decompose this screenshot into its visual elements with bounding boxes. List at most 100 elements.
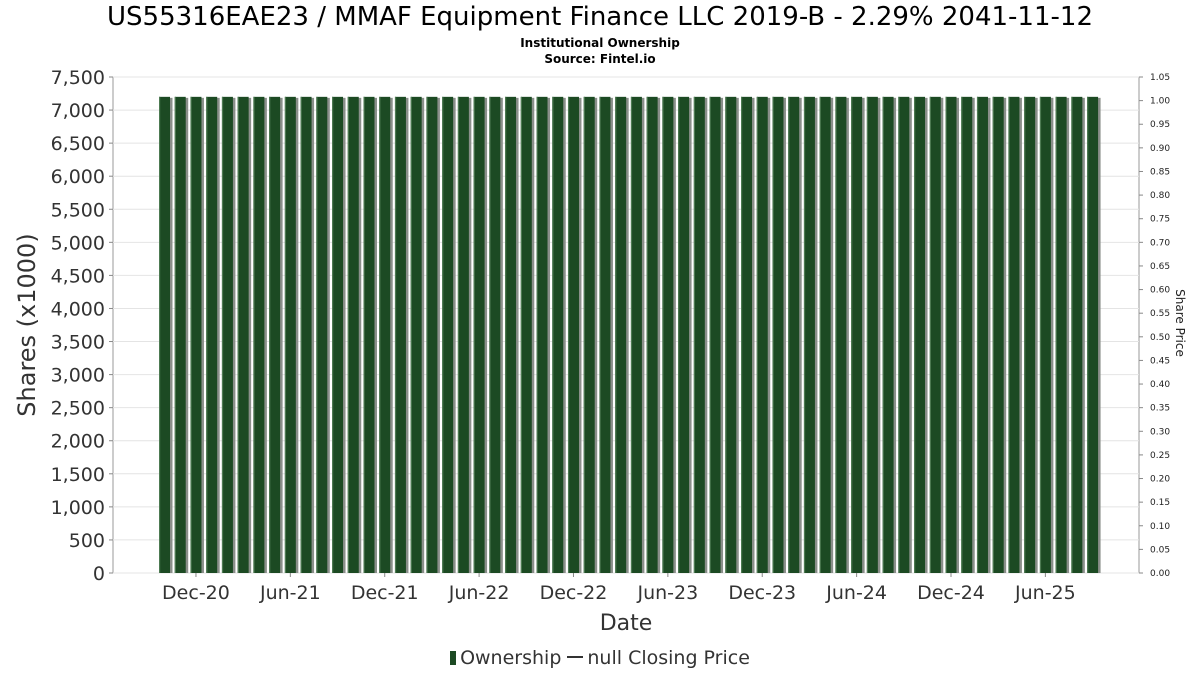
bar-highlight xyxy=(992,96,994,573)
bar xyxy=(819,96,831,573)
bar xyxy=(536,96,548,573)
bar xyxy=(630,96,642,573)
bar-highlight xyxy=(237,96,239,573)
bar xyxy=(394,96,406,573)
bar xyxy=(300,96,312,573)
y2-tick-label: 0.35 xyxy=(1150,404,1170,414)
bar-highlight xyxy=(819,96,821,573)
bar-highlight xyxy=(221,96,224,573)
y-tick-label: 4,500 xyxy=(51,265,105,287)
y-tick-label: 6,500 xyxy=(51,133,105,155)
bar xyxy=(851,96,863,573)
bar-highlight xyxy=(976,96,979,573)
bar xyxy=(457,96,469,573)
bar-highlight xyxy=(1024,96,1026,573)
bar-highlight xyxy=(174,96,176,573)
bar xyxy=(520,96,532,573)
y2-tick-label: 0.45 xyxy=(1150,356,1170,366)
bar-highlight xyxy=(1071,96,1073,573)
y2-tick-label: 0.65 xyxy=(1150,262,1170,272)
bar-highlight xyxy=(206,96,208,573)
bar-highlight xyxy=(914,96,916,573)
bar-highlight xyxy=(536,96,538,573)
bar xyxy=(442,96,454,573)
bar-highlight xyxy=(882,96,884,573)
x-tick-label: Jun-21 xyxy=(259,582,321,604)
y-tick-label: 2,500 xyxy=(51,398,105,420)
bar xyxy=(882,96,894,573)
bar-highlight xyxy=(159,96,161,573)
y2-tick-label: 0.90 xyxy=(1150,144,1170,154)
bar xyxy=(269,96,281,573)
bar-highlight xyxy=(599,96,601,573)
bar-highlight xyxy=(284,96,287,573)
bar-highlight xyxy=(1039,96,1042,573)
y-tick-label: 5,500 xyxy=(51,199,105,221)
bar-highlight xyxy=(945,96,947,573)
bar xyxy=(599,96,611,573)
bar xyxy=(332,96,344,573)
bar-highlight xyxy=(866,96,869,573)
bar xyxy=(567,96,579,573)
bar xyxy=(505,96,517,573)
y2-tick-label: 0.05 xyxy=(1150,545,1170,555)
legend-price-line xyxy=(567,656,584,658)
bar-highlight xyxy=(929,96,931,573)
bar xyxy=(693,96,705,573)
y-tick-label: 7,000 xyxy=(51,100,105,122)
x-tick-label: Dec-20 xyxy=(162,582,230,604)
bar-highlight xyxy=(426,96,428,573)
y-tick-label: 0 xyxy=(93,563,105,585)
bar-highlight xyxy=(520,96,522,573)
bar xyxy=(1055,96,1067,573)
bar xyxy=(1071,96,1083,573)
bar-highlight xyxy=(473,96,475,573)
bar-highlight xyxy=(442,96,444,573)
y-tick-label: 1,000 xyxy=(51,497,105,519)
bar xyxy=(709,96,721,573)
bar xyxy=(725,96,737,573)
bar xyxy=(552,96,564,573)
y-tick-label: 4,000 xyxy=(51,298,105,320)
bar-highlight xyxy=(772,96,774,573)
x-tick-label: Dec-23 xyxy=(728,582,796,604)
bar xyxy=(583,96,595,573)
bar xyxy=(206,96,218,573)
y2-tick-label: 0.55 xyxy=(1150,309,1170,319)
y2-tick-label: 0.70 xyxy=(1150,238,1170,248)
y2-tick-label: 0.25 xyxy=(1150,451,1170,461)
bar xyxy=(914,96,926,573)
bar xyxy=(1087,96,1099,573)
bar-highlight xyxy=(646,96,648,573)
bar xyxy=(221,96,233,573)
bar xyxy=(866,96,878,573)
bar xyxy=(363,96,375,573)
bar xyxy=(284,96,296,573)
bar-highlight xyxy=(788,96,790,573)
bar xyxy=(835,96,847,573)
bar-highlight xyxy=(961,96,963,573)
bar xyxy=(1008,96,1020,573)
y2-tick-label: 0.00 xyxy=(1150,569,1170,579)
bar-highlight xyxy=(457,96,460,573)
bar-highlight xyxy=(741,96,743,573)
bar xyxy=(473,96,485,573)
bar xyxy=(945,96,957,573)
bar-highlight xyxy=(662,96,664,573)
y2-tick-label: 0.40 xyxy=(1150,380,1170,390)
bar-highlight xyxy=(269,96,271,573)
bar-highlight xyxy=(489,96,491,573)
y2-tick-label: 0.50 xyxy=(1150,333,1170,343)
y-tick-label: 500 xyxy=(69,530,105,552)
x-tick-label: Jun-23 xyxy=(636,582,698,604)
bar-highlight xyxy=(1008,96,1010,573)
bar-highlight xyxy=(615,96,617,573)
y2-axis-title: Share Price xyxy=(1173,289,1187,357)
y2-tick-label: 0.75 xyxy=(1150,215,1170,225)
bar-highlight xyxy=(583,96,585,573)
bar xyxy=(678,96,690,573)
y-axis-title: Shares (x1000) xyxy=(13,233,41,416)
chart-legend: Ownership null Closing Price xyxy=(0,647,1200,669)
bar xyxy=(190,96,202,573)
